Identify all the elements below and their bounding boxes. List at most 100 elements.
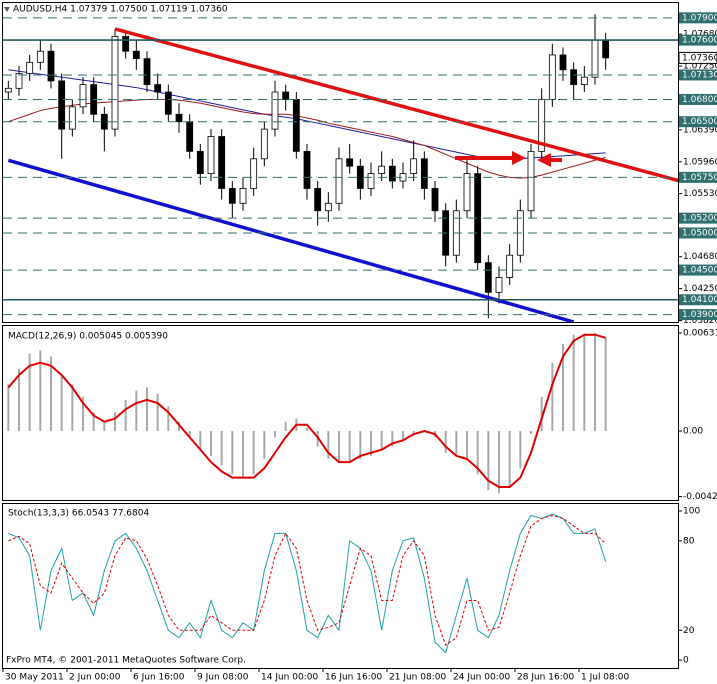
candle-body <box>431 188 439 212</box>
macd-bar <box>124 399 127 432</box>
level-label-box <box>679 12 717 24</box>
y-tick-label: 1.03820 <box>683 316 717 326</box>
level-label-box <box>679 69 717 81</box>
macd-bar <box>583 334 586 432</box>
candle-body <box>420 158 428 189</box>
macd-bar <box>50 356 52 432</box>
y-tick-label: 100 <box>683 507 700 517</box>
macd-bar <box>380 431 383 450</box>
candle-body <box>324 202 332 212</box>
moving-average <box>8 98 606 179</box>
candle-body <box>580 76 588 86</box>
candle-body <box>602 39 610 59</box>
x-tick-label: 2 Jun 00:00 <box>69 673 121 683</box>
candle-body <box>570 69 578 86</box>
signal-line <box>7 333 606 488</box>
candle-body <box>47 50 55 82</box>
macd-bar <box>551 362 554 432</box>
candle-body <box>175 113 183 123</box>
macd-bar <box>252 431 255 475</box>
candle-body <box>228 188 236 204</box>
candle-body <box>207 136 215 175</box>
macd-bar <box>402 431 404 441</box>
candle-body <box>79 84 87 108</box>
macd-bar <box>210 431 212 456</box>
macd-bar <box>359 431 362 459</box>
y-tick-label: 1.06390 <box>683 125 717 135</box>
macd-bar <box>284 421 287 432</box>
candle-body <box>282 91 290 100</box>
candle-body <box>495 277 503 293</box>
level-label: 1.05200 <box>682 214 717 224</box>
candle-body <box>196 150 204 175</box>
macd-bar <box>135 390 138 432</box>
candle-body <box>250 158 258 189</box>
candle-body <box>335 158 343 204</box>
macd-bar <box>487 431 490 491</box>
y-tick-label: 0.00631 <box>683 328 717 338</box>
macd-bar <box>306 427 308 432</box>
current-price-label: 1.07360 <box>682 53 717 63</box>
level-label: 1.06500 <box>682 117 717 127</box>
macd-title: MACD(12,26,9) 0.005045 0.005390 <box>8 332 168 342</box>
copyright: FxPro MT4, © 2001-2011 MetaQuotes Softwa… <box>6 656 246 666</box>
macd-bar <box>103 421 106 432</box>
level-label: 1.07130 <box>682 70 717 80</box>
candle-body <box>356 165 364 189</box>
stoch-title: Stoch(13,3,3) 66.0543 77.6804 <box>8 509 149 519</box>
macd-bar <box>562 344 564 432</box>
macd-bar <box>444 431 447 453</box>
candle-body <box>4 87 12 93</box>
x-tick-label: 16 Jun 16:00 <box>325 673 382 683</box>
price-panel-border <box>2 2 679 323</box>
y-tick-label: 20 <box>683 626 695 636</box>
level-label-box <box>679 309 717 321</box>
macd-bar <box>530 431 532 435</box>
candle-body <box>378 165 386 175</box>
stoch-panel-border <box>2 503 679 669</box>
macd-bar <box>572 334 575 432</box>
macd-bar <box>146 387 148 432</box>
macd-bar <box>476 431 479 475</box>
macd-bar <box>498 431 500 494</box>
candle-body <box>292 99 300 152</box>
macd-bar <box>167 406 170 432</box>
candle-body <box>26 61 34 74</box>
candle-body <box>463 173 471 212</box>
level-label: 1.05750 <box>682 173 717 183</box>
candle-body <box>388 165 396 182</box>
level-label-box <box>679 264 717 276</box>
candle-body <box>506 254 514 278</box>
candle-body <box>186 121 194 152</box>
x-tick-label: 28 Jun 16:00 <box>517 673 574 683</box>
macd-bar <box>92 412 95 432</box>
candle-body <box>548 54 556 100</box>
arrow-head <box>537 153 551 167</box>
macd-bar <box>540 396 543 432</box>
candle-body <box>591 39 599 78</box>
candle-body <box>58 80 66 130</box>
level-label: 1.07600 <box>682 36 717 46</box>
trendline <box>7 158 575 322</box>
candle-body <box>559 54 567 71</box>
macd-bar <box>199 431 202 450</box>
x-tick-label: 9 Jun 08:00 <box>197 673 249 683</box>
y-tick-label: 1.07250 <box>683 62 717 72</box>
y-tick-label: 1.04680 <box>683 252 717 262</box>
macd-bar <box>60 376 63 432</box>
level-label-box <box>679 93 717 105</box>
macd-bar <box>274 431 276 438</box>
level-label-box <box>679 294 717 306</box>
candle-body <box>122 35 130 52</box>
level-label: 1.04500 <box>682 266 717 276</box>
arrow-head <box>512 151 526 165</box>
macd-bar <box>82 396 84 432</box>
y-tick-label: 1.05960 <box>683 157 717 167</box>
macd-bar <box>348 431 351 463</box>
candle-body <box>367 173 375 189</box>
x-tick-label: 24 Jun 00:00 <box>453 673 510 683</box>
x-tick-label: 6 Jun 16:00 <box>133 673 185 683</box>
candle-body <box>303 150 311 189</box>
arrow-annotation <box>455 151 562 167</box>
candle-body <box>346 158 354 167</box>
